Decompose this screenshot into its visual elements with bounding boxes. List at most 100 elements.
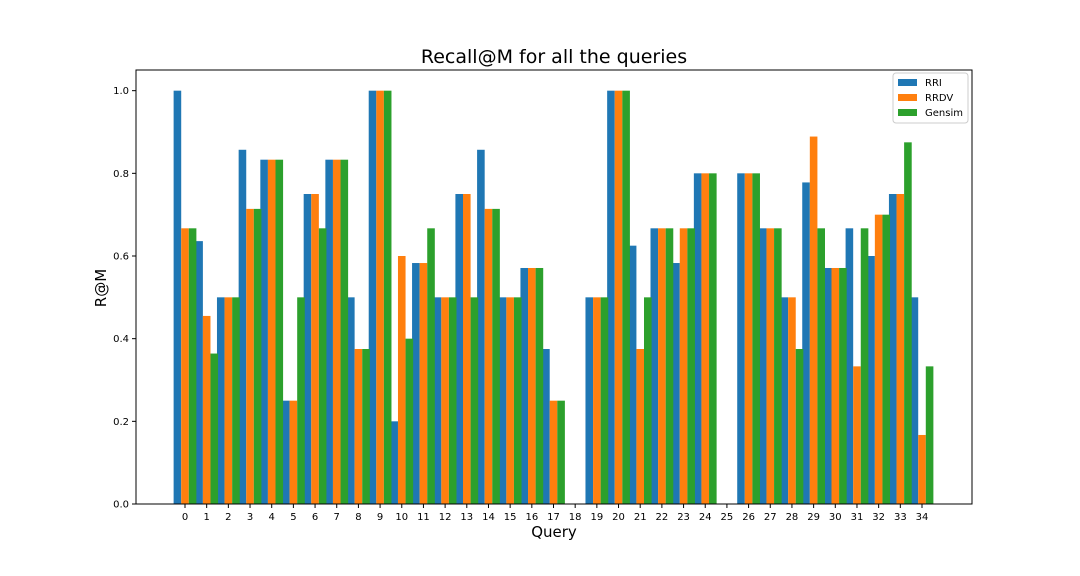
bar-rri-7 <box>325 159 333 504</box>
bar-rri-10 <box>390 421 398 504</box>
bar-rri-1 <box>195 241 203 504</box>
bar-rri-31 <box>845 228 854 504</box>
bar-rrdv-11 <box>419 263 428 504</box>
bar-gensim-27 <box>774 228 782 504</box>
x-axis-label: Query <box>531 523 577 541</box>
bar-rrdv-19 <box>593 297 601 504</box>
bar-rri-33 <box>888 194 897 504</box>
bar-rrdv-1 <box>202 315 211 504</box>
bar-rrdv-10 <box>397 256 406 504</box>
bar-rrdv-15 <box>506 297 514 504</box>
x-tick-label: 0 <box>182 512 188 523</box>
bar-rri-32 <box>867 256 875 504</box>
bar-gensim-17 <box>557 400 565 504</box>
bar-rrdv-5 <box>289 400 298 504</box>
x-tick-label: 1 <box>203 512 209 523</box>
bar-rri-26 <box>737 173 745 504</box>
legend-swatch-rrdv <box>898 94 917 101</box>
bar-gensim-2 <box>232 297 240 504</box>
x-tick-label: 10 <box>395 512 408 523</box>
x-tick-label: 23 <box>677 512 690 523</box>
x-tick-label: 3 <box>247 512 253 523</box>
bar-gensim-33 <box>904 142 912 504</box>
bar-gensim-30 <box>839 267 847 504</box>
bar-rri-20 <box>607 90 615 505</box>
bar-gensim-31 <box>860 228 869 504</box>
x-tick-label: 9 <box>377 512 383 523</box>
bar-rrdv-16 <box>528 267 536 504</box>
bar-rrdv-8 <box>354 349 363 504</box>
bar-gensim-1 <box>210 353 219 504</box>
bar-rri-14 <box>477 149 485 504</box>
bar-gensim-26 <box>752 173 760 504</box>
x-tick-label: 32 <box>872 512 885 523</box>
bar-rri-9 <box>368 90 377 505</box>
x-tick-label: 8 <box>355 512 361 523</box>
bar-rrdv-7 <box>332 159 341 504</box>
bar-rrdv-34 <box>918 434 926 504</box>
bar-gensim-11 <box>427 228 435 504</box>
legend: RRI RRDV Gensim <box>892 72 969 124</box>
x-tick-label: 31 <box>851 512 864 523</box>
bar-rrdv-0 <box>181 228 189 504</box>
bar-rri-29 <box>802 182 810 504</box>
bar-rri-19 <box>585 297 594 504</box>
bar-gensim-19 <box>600 297 609 504</box>
bar-gensim-24 <box>709 173 717 504</box>
bar-rri-13 <box>455 194 463 504</box>
bar-rri-27 <box>758 228 767 504</box>
bar-rrdv-33 <box>896 194 905 504</box>
bar-rri-8 <box>347 297 355 504</box>
x-tick-label: 33 <box>894 512 907 523</box>
bar-gensim-0 <box>188 228 197 504</box>
x-tick-label: 13 <box>460 512 473 523</box>
bar-rrdv-17 <box>549 400 558 504</box>
y-tick-label: 0.6 <box>113 252 129 263</box>
x-tick-label: 15 <box>504 512 517 523</box>
x-tick-label: 2 <box>225 512 231 523</box>
bar-rri-3 <box>238 149 247 504</box>
bar-rrdv-29 <box>809 136 818 505</box>
bar-gensim-14 <box>492 208 500 504</box>
legend-label-gensim: Gensim <box>925 108 963 119</box>
x-tick-label: 30 <box>829 512 842 523</box>
bar-gensim-12 <box>448 297 457 504</box>
x-tick-label: 11 <box>417 512 430 523</box>
bar-rrdv-28 <box>788 297 796 504</box>
x-tick-label: 17 <box>547 512 560 523</box>
bar-rrdv-13 <box>463 194 471 504</box>
x-tick-label: 14 <box>482 512 495 523</box>
bar-gensim-4 <box>275 159 284 504</box>
legend-label-rrdv: RRDV <box>925 93 953 104</box>
bar-rrdv-30 <box>831 267 840 504</box>
x-tick-label: 19 <box>590 512 603 523</box>
bar-rri-0 <box>173 90 182 505</box>
bar-gensim-10 <box>405 338 414 504</box>
bar-rrdv-4 <box>267 159 276 504</box>
y-tick-label: 0.2 <box>113 417 129 428</box>
bar-gensim-15 <box>513 297 522 504</box>
x-tick-label: 27 <box>764 512 777 523</box>
bar-gensim-7 <box>340 159 349 504</box>
x-tick-label: 25 <box>721 512 734 523</box>
bar-rri-16 <box>520 267 529 504</box>
x-tick-label: 34 <box>916 512 929 523</box>
x-tick-label: 26 <box>742 512 755 523</box>
bar-rri-5 <box>282 400 290 504</box>
bar-rrdv-32 <box>874 214 883 505</box>
y-tick-label: 0.8 <box>113 169 129 180</box>
legend-swatch-rri <box>898 79 917 86</box>
bar-rri-6 <box>303 194 312 504</box>
bar-rrdv-14 <box>484 208 493 504</box>
x-tick-label: 20 <box>612 512 625 523</box>
x-axis: 0 1 2 3 4 5 6 7 8 9 10 11 12 13 14 15 16 17 18 19 20 21 22 23 24… <box>182 504 929 523</box>
bar-rri-17 <box>542 349 550 504</box>
legend-swatch-gensim <box>898 109 917 116</box>
bar-gensim-20 <box>622 90 630 505</box>
x-tick-label: 5 <box>290 512 296 523</box>
bar-rri-23 <box>672 263 680 504</box>
bar-rrdv-9 <box>376 90 384 505</box>
bar-rri-34 <box>910 297 919 504</box>
bar-rri-22 <box>650 228 659 504</box>
bar-gensim-34 <box>925 366 934 504</box>
